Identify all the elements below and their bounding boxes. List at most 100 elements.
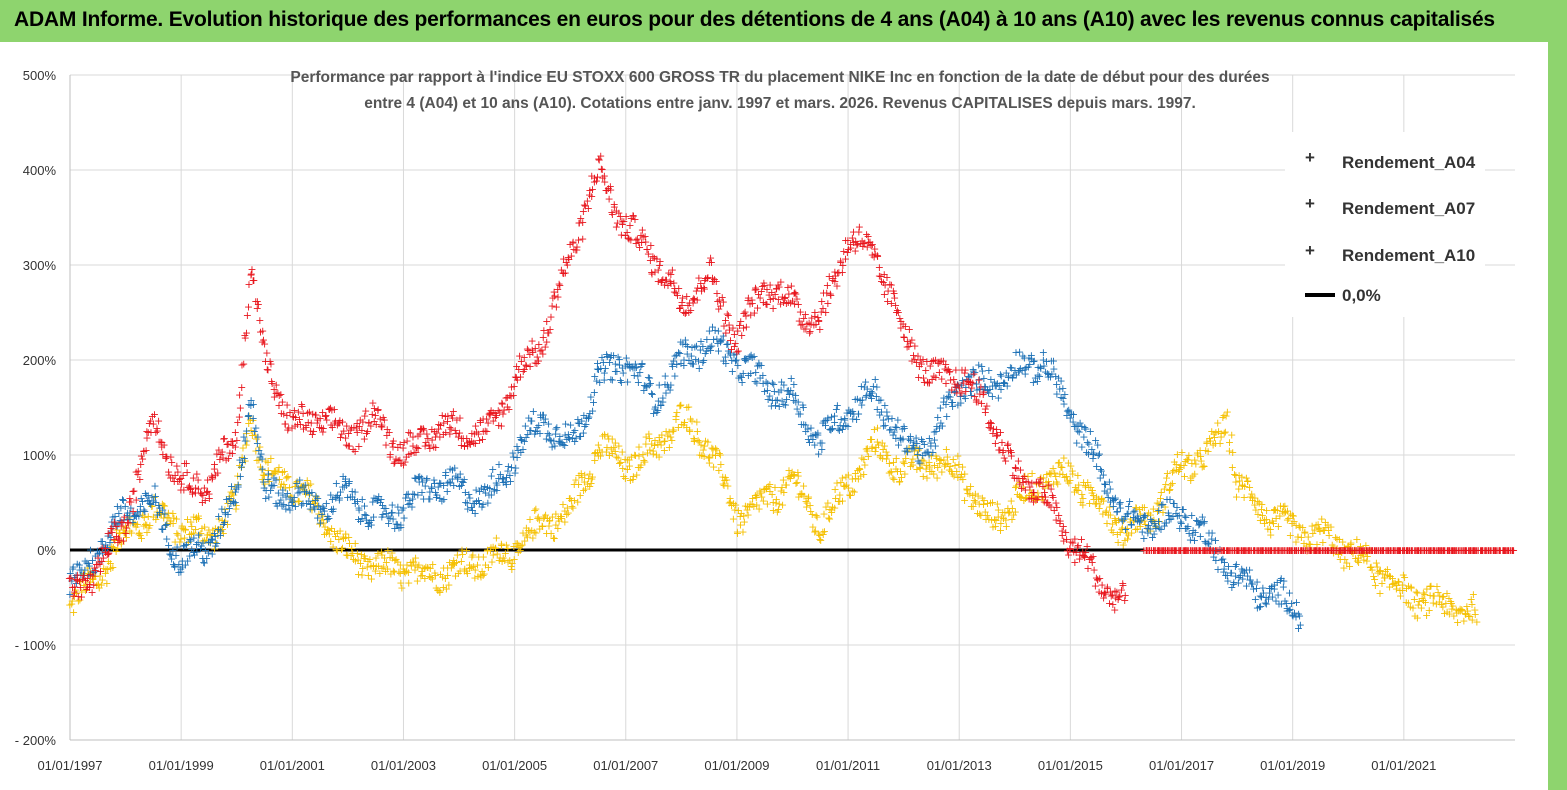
data-point: +: [242, 327, 251, 340]
data-point: +: [690, 433, 699, 446]
data-point: +: [823, 496, 832, 509]
data-point: +: [299, 480, 308, 493]
data-point: +: [246, 414, 255, 427]
data-point: +: [605, 449, 614, 462]
data-point: +: [530, 504, 539, 517]
data-point: +: [128, 505, 137, 518]
data-point: +: [604, 432, 613, 445]
data-point: +: [186, 515, 195, 528]
data-point: +: [593, 446, 602, 459]
data-point: +: [159, 512, 168, 525]
data-point: +: [871, 445, 880, 458]
data-point: +: [246, 424, 255, 437]
data-point: +: [438, 571, 447, 584]
data-point: +: [738, 526, 747, 539]
data-point: +: [850, 486, 859, 499]
data-point: +: [769, 496, 778, 509]
data-point: +: [106, 557, 115, 570]
data-point: +: [430, 566, 439, 579]
data-point: +: [320, 521, 329, 534]
data-point: +: [98, 574, 107, 587]
data-point: +: [360, 549, 369, 562]
data-point: +: [863, 442, 872, 455]
data-point: +: [203, 528, 212, 541]
data-point: +: [888, 471, 897, 484]
data-point: +: [632, 469, 641, 482]
data-point: +: [682, 401, 691, 414]
data-point: +: [912, 463, 921, 476]
data-point: +: [189, 511, 198, 524]
data-point: +: [241, 455, 250, 468]
data-point: +: [120, 527, 129, 540]
data-point: +: [92, 579, 101, 592]
data-point: +: [345, 537, 354, 550]
data-point: +: [168, 517, 177, 530]
data-point: +: [139, 520, 148, 533]
data-point: +: [548, 511, 557, 524]
y-axis-ticks: 500% 400% 300% 200% 100% 0% - 100% - 200%: [15, 68, 57, 748]
data-point: +: [75, 593, 84, 606]
data-point: +: [382, 556, 391, 569]
data-point: +: [93, 577, 102, 590]
data-point: +: [291, 477, 300, 490]
data-point: +: [634, 450, 643, 463]
data-point: +: [695, 449, 704, 462]
data-point: +: [556, 510, 565, 523]
data-point: +: [525, 525, 534, 538]
data-point: +: [396, 567, 405, 580]
data-point: +: [320, 528, 329, 541]
data-point: +: [377, 548, 386, 561]
data-point: +: [726, 496, 735, 509]
data-point: +: [348, 547, 357, 560]
data-point: +: [792, 476, 801, 489]
data-point: +: [534, 510, 543, 523]
data-point: +: [206, 536, 215, 549]
data-point: +: [775, 498, 784, 511]
data-point: +: [113, 542, 122, 555]
data-point: +: [123, 513, 132, 526]
data-point: +: [160, 500, 169, 513]
data-point: +: [503, 556, 512, 569]
data-point: +: [757, 490, 766, 503]
data-point: +: [175, 536, 184, 549]
data-point: +: [140, 511, 149, 524]
data-point: +: [527, 524, 536, 537]
data-point: +: [1121, 589, 1130, 602]
data-point: +: [836, 476, 845, 489]
data-point: +: [109, 541, 118, 554]
data-point: +: [870, 423, 879, 436]
data-point: +: [585, 467, 594, 480]
data-point: +: [602, 441, 611, 454]
data-point: +: [256, 460, 265, 473]
data-point: +: [115, 527, 124, 540]
data-point: +: [111, 545, 120, 558]
data-point: +: [603, 430, 612, 443]
data-point: +: [423, 561, 432, 574]
data-point: +: [436, 568, 445, 581]
data-point: +: [155, 508, 164, 521]
data-point: +: [654, 450, 663, 463]
data-point: +: [481, 559, 490, 572]
data-point: +: [260, 477, 269, 490]
data-point: +: [908, 453, 917, 466]
data-point: +: [676, 398, 685, 411]
data-point: +: [271, 465, 280, 478]
data-point: +: [264, 475, 273, 488]
data-point: +: [668, 423, 677, 436]
data-point: +: [520, 535, 529, 548]
data-point: +: [173, 529, 182, 542]
data-point: +: [432, 581, 441, 594]
data-point: +: [312, 490, 321, 503]
data-point: +: [450, 557, 459, 570]
data-point: +: [328, 541, 337, 554]
data-point: +: [844, 468, 853, 481]
data-point: +: [623, 463, 632, 476]
data-point: +: [127, 527, 136, 540]
data-point: +: [1199, 459, 1208, 472]
data-point: +: [565, 492, 574, 505]
data-point: +: [465, 559, 474, 572]
data-point: +: [108, 561, 117, 574]
data-point: +: [734, 345, 743, 358]
data-point: +: [553, 522, 562, 535]
data-point: +: [478, 569, 487, 582]
